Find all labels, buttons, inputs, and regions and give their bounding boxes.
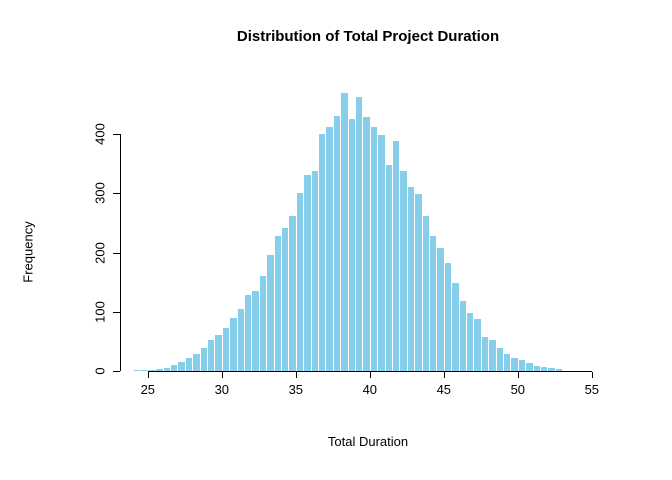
histogram-bar (347, 119, 355, 371)
histogram-bar (281, 227, 289, 371)
histogram-bar (355, 97, 363, 371)
y-axis-tick (113, 193, 120, 195)
histogram-bar (406, 187, 415, 371)
histogram-bar (466, 312, 474, 371)
histogram-bar (384, 164, 392, 371)
histogram-bar (140, 370, 148, 371)
histogram-bar (540, 367, 548, 371)
histogram-bar (236, 308, 244, 371)
histogram-bar (414, 194, 422, 371)
histogram-bar (554, 369, 563, 371)
histogram-bar (199, 348, 207, 371)
x-axis-tick (147, 372, 149, 378)
x-axis-line (147, 371, 592, 372)
x-axis-tick (517, 372, 519, 378)
histogram-bar (451, 283, 459, 371)
histogram-bar (443, 263, 452, 371)
y-axis-tick (113, 252, 120, 254)
x-tick-label: 40 (362, 382, 378, 397)
histogram-bar (488, 340, 496, 371)
histogram-bar (192, 354, 200, 371)
histogram-bar (436, 247, 444, 371)
histogram-bar (184, 357, 193, 371)
histogram-bar (273, 235, 281, 371)
y-axis-label: Frequency (20, 221, 36, 283)
histogram-bar (170, 365, 178, 371)
y-tick-label: 400 (92, 123, 108, 145)
y-axis-tick (113, 134, 120, 135)
histogram-bar (332, 116, 341, 371)
histogram-bar (133, 370, 141, 371)
histogram-bar (295, 193, 304, 371)
x-axis-label: Total Duration (327, 434, 409, 449)
histogram-bar (155, 369, 163, 371)
x-axis-tick (369, 372, 371, 378)
histogram-bar (473, 318, 481, 371)
histogram-bar (421, 215, 429, 371)
histogram-bar (377, 135, 385, 371)
x-axis-tick (221, 372, 223, 378)
x-tick-label: 25 (140, 382, 156, 397)
x-tick-label: 35 (288, 382, 304, 397)
x-tick-label: 30 (214, 382, 230, 397)
histogram-bar (177, 362, 185, 371)
histogram-bar (503, 354, 511, 371)
histogram-bar (266, 255, 274, 371)
histogram-bar (318, 134, 326, 371)
histogram-bar (399, 170, 407, 371)
histogram-bar (525, 362, 533, 371)
histogram-bar (147, 369, 156, 371)
histogram-bar (288, 215, 296, 371)
histogram-bar (532, 366, 540, 371)
histogram-bar (214, 335, 222, 371)
histogram-bar (251, 291, 259, 371)
histogram-bar (480, 336, 489, 371)
x-tick-label: 55 (584, 382, 600, 397)
x-axis-tick (295, 372, 297, 378)
y-tick-label: 200 (92, 241, 108, 264)
histogram-bar (429, 235, 437, 371)
histogram-bar (310, 170, 318, 371)
histogram-bar (207, 340, 215, 371)
histogram-bar (325, 126, 333, 371)
histogram-bar (221, 328, 230, 371)
y-tick-label: 100 (92, 300, 108, 323)
x-tick-label: 45 (436, 382, 452, 397)
y-axis-tick (113, 311, 120, 313)
histogram-bar (547, 368, 555, 371)
histogram-bar (392, 141, 400, 371)
histogram-bar (458, 301, 466, 371)
histogram-bar (517, 360, 526, 371)
y-axis-line (120, 134, 121, 371)
histogram-bar (495, 348, 503, 371)
chart-title: Distribution of Total Project Duration (236, 28, 500, 45)
histogram-bar (510, 357, 518, 371)
histogram-bar (362, 117, 370, 371)
histogram-bar (229, 317, 237, 371)
y-tick-label: 300 (92, 182, 108, 205)
y-axis-tick (113, 371, 120, 372)
histogram-bar (340, 92, 348, 371)
histogram-bar (369, 126, 378, 371)
histogram-bar (162, 368, 170, 371)
x-axis-tick (443, 372, 445, 378)
y-tick-label: 0 (92, 367, 108, 375)
histogram-bar (258, 276, 267, 371)
x-axis-tick (591, 372, 593, 378)
histogram-bar (244, 295, 252, 371)
histogram-bar (303, 175, 311, 371)
x-tick-label: 50 (510, 382, 526, 397)
